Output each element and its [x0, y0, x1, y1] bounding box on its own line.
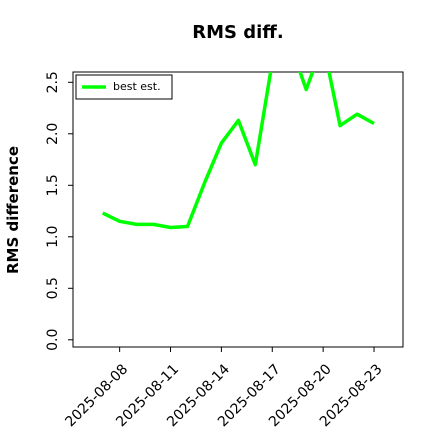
- plot-frame: [72, 71, 404, 348]
- y-tick-label: 2.0: [45, 123, 61, 145]
- chart-title: RMS diff.: [192, 22, 283, 43]
- y-tick-label: 1.0: [45, 226, 61, 248]
- y-tick-label: 2.5: [45, 71, 61, 93]
- y-axis-label: RMS difference: [4, 146, 22, 274]
- plot-area: [101, 72, 375, 230]
- y-tick-label: 1.5: [45, 174, 61, 196]
- data-line: [101, 72, 375, 230]
- y-tick-label: 0.0: [45, 329, 61, 351]
- y-tick-label: 0.5: [45, 277, 61, 299]
- legend-label: best est.: [113, 80, 161, 93]
